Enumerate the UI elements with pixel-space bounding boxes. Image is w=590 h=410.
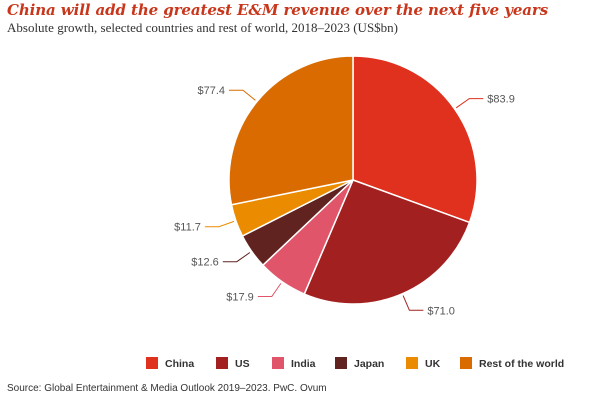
legend: China US India Japan UK Rest of the world — [146, 357, 564, 370]
leader-line-rest-of-the-world — [229, 89, 256, 101]
data-label-japan: $12.6 — [191, 257, 219, 269]
chart-title: China will add the greatest E&M revenue … — [7, 1, 549, 19]
legend-label-japan: Japan — [354, 358, 384, 370]
data-labels: $83.9 $71.0 $17.9 $12.6 $11.7 $77.4 — [174, 85, 515, 317]
legend-swatch-us — [216, 357, 228, 369]
leader-line-china — [455, 98, 484, 109]
source-note: Source: Global Entertainment & Media Out… — [7, 383, 327, 394]
legend-swatch-india — [272, 357, 284, 369]
legend-item-rest-of-the-world: Rest of the world — [460, 357, 564, 370]
leader-lines — [204, 89, 484, 311]
legend-label-rest-of-the-world: Rest of the world — [479, 358, 564, 370]
legend-item-india: India — [272, 357, 316, 370]
legend-swatch-uk — [406, 357, 418, 369]
legend-label-us: US — [235, 358, 250, 370]
legend-label-china: China — [165, 358, 194, 370]
legend-label-uk: UK — [425, 358, 441, 370]
leader-line-india — [257, 283, 282, 297]
leader-line-us — [402, 295, 424, 311]
legend-item-us: US — [216, 357, 250, 370]
chart-subtitle: Absolute growth, selected countries and … — [7, 20, 399, 35]
leader-line-japan — [222, 252, 251, 263]
pie-slice-us — [303, 179, 471, 305]
legend-swatch-rest-of-the-world — [460, 357, 472, 369]
legend-swatch-china — [146, 357, 158, 369]
pie-slices — [228, 55, 478, 305]
data-label-rest-of-the-world: $77.4 — [197, 85, 225, 97]
pie-slice-rest-of-the-world — [228, 55, 354, 206]
legend-item-china: China — [146, 357, 194, 370]
data-label-uk: $11.7 — [174, 222, 201, 234]
legend-item-uk: UK — [406, 357, 441, 370]
data-label-china: $83.9 — [487, 94, 515, 106]
pie-slice-china — [352, 55, 478, 224]
data-label-india: $17.9 — [226, 292, 254, 304]
legend-swatch-japan — [335, 357, 347, 369]
leader-line-uk — [204, 220, 235, 228]
legend-item-japan: Japan — [335, 357, 384, 370]
legend-label-india: India — [291, 358, 316, 370]
data-label-us: $71.0 — [427, 305, 455, 317]
